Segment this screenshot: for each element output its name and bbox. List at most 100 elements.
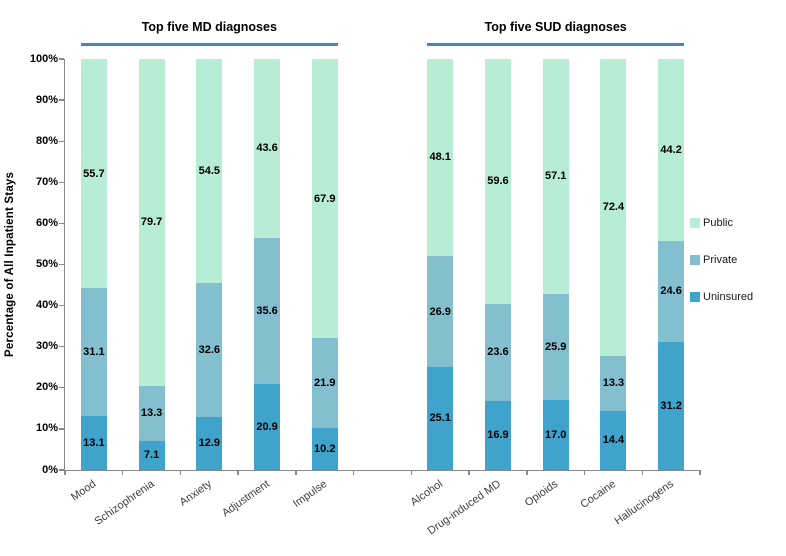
y-tick-label: 90% — [35, 93, 58, 106]
bar-segment-uninsured — [484, 400, 511, 470]
bar-segment-uninsured — [80, 416, 107, 470]
x-axis-tick — [583, 470, 586, 475]
bar-value-label: 59.6 — [487, 175, 509, 188]
bar-value-label: 79.7 — [140, 216, 163, 229]
y-axis-tick — [59, 99, 64, 101]
group-title-underline — [80, 43, 338, 46]
bar-segment-private — [80, 288, 107, 417]
bar-value-label: 13.1 — [83, 437, 105, 450]
category-label: Adjustment — [219, 478, 272, 520]
category-label: Alcohol — [408, 478, 446, 509]
group-title: Top five MD diagnoses — [141, 20, 277, 34]
bar-value-label: 20.9 — [256, 421, 278, 434]
y-tick-label: 80% — [35, 134, 58, 147]
bar-value-label: 10.2 — [314, 443, 336, 456]
y-tick-label: 50% — [35, 258, 58, 270]
y-tick-label: 20% — [35, 381, 58, 394]
bar-value-label: 24.6 — [660, 285, 682, 298]
bar-segment-private — [311, 338, 338, 429]
bar-segment-public — [80, 59, 107, 289]
y-tick-label: 30% — [35, 340, 58, 353]
x-axis-line — [64, 470, 701, 472]
y-axis-tick — [59, 304, 64, 307]
bar-segment-public — [196, 59, 223, 283]
x-axis-tick — [526, 470, 528, 475]
category-label: Opioids — [523, 478, 561, 510]
plot-area: 13.1 31.1 55.7 Mood 7.1 13.3 79.7 Schizophrenia… — [59, 58, 701, 537]
bar-value-label: 54.5 — [198, 164, 221, 177]
bar-value-label: 12.9 — [198, 437, 221, 450]
y-axis-tick — [59, 428, 64, 430]
x-axis-tick — [641, 470, 643, 475]
legend: Public Private Uninsured — [690, 216, 753, 327]
bar-segment-public — [254, 58, 281, 238]
bar-segment-uninsured — [542, 400, 569, 470]
bar-segment-public — [658, 59, 685, 241]
bar-value-label: 31.1 — [83, 346, 105, 359]
bar-segment-uninsured — [254, 384, 281, 470]
bar-segment-private — [138, 386, 165, 441]
bar-value-label: 17.0 — [544, 429, 567, 442]
bar-segment-private — [600, 356, 627, 411]
bar-value-label: 72.4 — [602, 201, 625, 214]
bar-value-label: 7.1 — [143, 449, 160, 462]
y-axis-tick — [59, 469, 64, 471]
bar-segment-public — [542, 59, 569, 294]
bar-value-label: 35.6 — [256, 304, 278, 317]
bar-segment-uninsured — [600, 410, 627, 470]
y-tick-label: 60% — [35, 216, 58, 229]
x-axis-tick — [122, 470, 124, 475]
bar-value-label: 55.7 — [83, 167, 105, 180]
bar-segment-private — [658, 240, 685, 342]
bar-segment-private — [427, 256, 454, 367]
category-label: Hallucinogens — [612, 478, 677, 528]
legend-label: Public — [703, 217, 733, 229]
legend-label: Private — [703, 254, 738, 266]
legend-label: Uninsured — [703, 291, 754, 303]
y-axis-line — [64, 59, 66, 471]
category-label: Impulse — [291, 478, 330, 510]
x-axis-tick — [410, 470, 413, 475]
bar-segment-public — [600, 58, 627, 357]
bar-value-label: 13.3 — [140, 407, 163, 420]
x-axis-tick — [179, 470, 182, 475]
y-tick-label: 100% — [29, 52, 58, 65]
x-axis-tick — [699, 470, 701, 475]
y-tick-label: 10% — [35, 422, 58, 435]
y-axis-tick — [59, 58, 64, 60]
y-axis-tick — [59, 387, 64, 389]
bar-value-label: 25.9 — [544, 340, 567, 353]
bar-value-label: 23.6 — [487, 346, 509, 359]
bar-value-label: 25.1 — [429, 412, 451, 425]
y-axis-tick — [59, 222, 64, 225]
category-label: Schizophrenia — [92, 478, 157, 528]
bar-value-label: 21.9 — [314, 377, 336, 390]
y-tick-label: 70% — [35, 175, 58, 188]
bar-segment-public — [484, 58, 511, 304]
category-label: Mood — [69, 478, 99, 504]
group-title: Top five SUD diagnoses — [484, 20, 627, 34]
bar-value-label: 57.1 — [544, 170, 567, 183]
bar-segment-uninsured — [138, 440, 165, 470]
bar-value-label: 14.4 — [602, 434, 625, 447]
bar-segment-uninsured — [427, 366, 454, 470]
bar-segment-public — [138, 58, 165, 387]
x-axis-tick — [468, 470, 470, 475]
bar-value-label: 16.9 — [487, 429, 509, 442]
x-axis-tick — [64, 470, 66, 475]
bar-value-label: 48.1 — [429, 151, 451, 164]
legend-item: Public — [690, 216, 753, 230]
y-tick-label: 40% — [35, 299, 58, 312]
bar-segment-uninsured — [311, 428, 338, 470]
y-axis-tick — [59, 263, 64, 266]
bar-value-label: 13.3 — [602, 377, 625, 390]
y-axis-tick — [59, 140, 64, 142]
bar-value-label: 67.9 — [314, 192, 336, 205]
category-label: Cocaine — [578, 478, 619, 511]
legend-swatch — [690, 292, 700, 302]
bar-value-label: 26.9 — [429, 305, 451, 318]
x-axis-tick — [295, 470, 297, 475]
y-tick-label: 0% — [42, 463, 58, 476]
legend-item: Uninsured — [690, 290, 753, 304]
bar-value-label: 44.2 — [660, 143, 682, 156]
